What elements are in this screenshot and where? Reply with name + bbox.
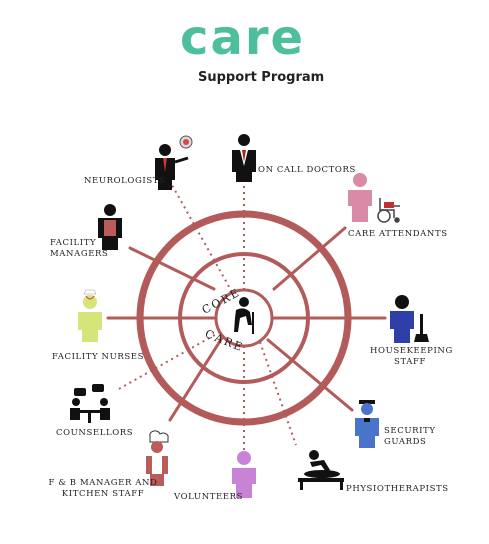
housekeeping-icon	[390, 295, 429, 343]
care-logo: care	[180, 10, 306, 66]
security-guard-icon	[355, 400, 379, 448]
wheelchair-icon	[377, 198, 400, 223]
role-facility-managers: Facility Managers	[50, 238, 109, 259]
counsellors-icon	[70, 384, 110, 423]
role-facility-nurses: Facility Nurses	[52, 352, 144, 362]
role-volunteers: Volunteers	[174, 492, 244, 502]
doctor-icon	[232, 134, 256, 182]
wheelchair-seat	[384, 202, 394, 208]
facility-manager-icon	[98, 204, 122, 250]
role-housekeeping-staff: Housekeeping Staff	[370, 346, 453, 367]
neurologist-icon	[155, 135, 193, 190]
care-text: CARE	[203, 327, 246, 354]
role-counsellors: Counsellors	[56, 428, 134, 438]
role-fb-manager: F & B Manager and Kitchen Staff	[48, 478, 158, 499]
nurse-icon	[78, 289, 102, 342]
role-physiotherapists: Physiotherapists	[346, 484, 449, 494]
role-on-call-doctors: On call Doctors	[258, 165, 356, 175]
care-attendant-icon	[348, 173, 372, 222]
solid-spokes	[106, 226, 387, 422]
volunteer-icon	[232, 451, 256, 498]
role-neurologists: Neurologists	[84, 176, 166, 186]
program-subtitle: Support Program	[198, 70, 325, 85]
role-security-guards: Security Guards	[384, 426, 436, 447]
dotted-spokes	[116, 184, 297, 452]
role-care-attendants: Care Attendants	[348, 229, 448, 239]
elderly-person-icon	[234, 297, 254, 334]
physiotherapist-icon	[298, 450, 344, 490]
chef-icon	[146, 430, 169, 486]
